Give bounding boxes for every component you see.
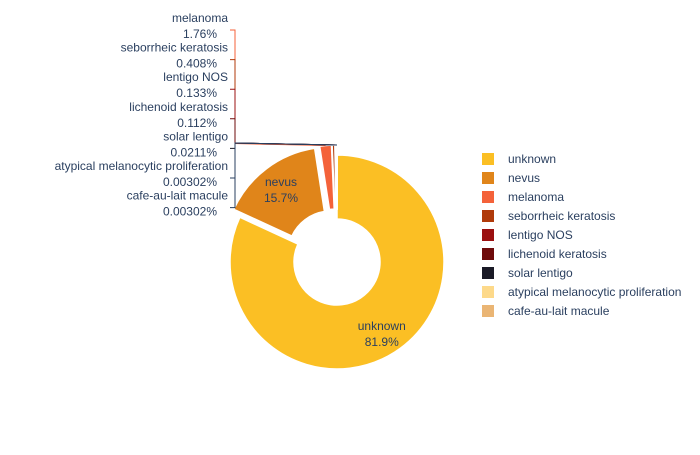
legend-label: cafe-au-lait macule xyxy=(508,304,610,318)
legend-label: lichenoid keratosis xyxy=(508,247,607,261)
leader-line-seborrheic-keratosis xyxy=(230,60,334,145)
legend-item-unknown[interactable]: unknown xyxy=(482,152,556,166)
legend-swatch xyxy=(482,248,494,260)
legend-swatch xyxy=(482,153,494,165)
legend-swatch xyxy=(482,172,494,184)
legend-label: melanoma xyxy=(508,190,564,204)
legend-swatch xyxy=(482,286,494,298)
legend-item-lichenoid-keratosis[interactable]: lichenoid keratosis xyxy=(482,247,607,261)
legend-swatch xyxy=(482,191,494,203)
leader-line-lichenoid-keratosis xyxy=(230,119,336,145)
legend-swatch xyxy=(482,305,494,317)
slices-layer xyxy=(230,145,444,369)
legend-item-atypical-melanocytic-proliferation[interactable]: atypical melanocytic proliferation xyxy=(482,285,681,299)
legend-label: atypical melanocytic proliferation xyxy=(508,285,681,299)
legend-item-melanoma[interactable]: melanoma xyxy=(482,190,564,204)
legend: unknown nevus melanoma seborrheic keratosis… xyxy=(482,152,681,318)
legend-label: lentigo NOS xyxy=(508,228,573,242)
leader-line-lentigo-nos xyxy=(230,89,335,145)
leader-line-melanoma xyxy=(230,30,326,146)
legend-item-lentigo-nos[interactable]: lentigo NOS xyxy=(482,228,573,242)
legend-swatch xyxy=(482,267,494,279)
legend-item-cafe-au-lait-macule[interactable]: cafe-au-lait macule xyxy=(482,304,610,318)
legend-item-seborrheic-keratosis[interactable]: seborrheic keratosis xyxy=(482,209,615,223)
legend-item-nevus[interactable]: nevus xyxy=(482,171,540,185)
legend-label: solar lentigo xyxy=(508,266,573,280)
legend-swatch xyxy=(482,210,494,222)
legend-label: nevus xyxy=(508,171,540,185)
legend-item-solar-lentigo[interactable]: solar lentigo xyxy=(482,266,573,280)
legend-label: unknown xyxy=(508,152,556,166)
legend-label: seborrheic keratosis xyxy=(508,209,615,223)
legend-swatch xyxy=(482,229,494,241)
